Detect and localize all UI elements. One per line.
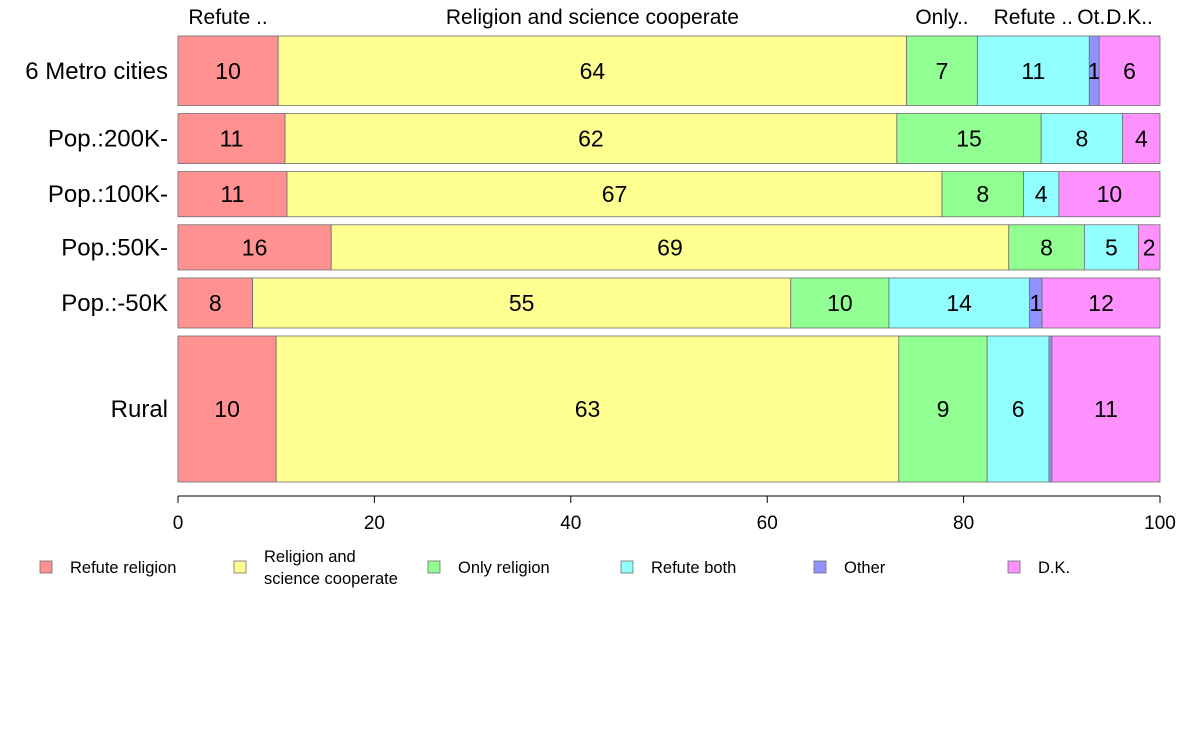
legend-label: Other — [844, 559, 886, 577]
legend-swatch — [1007, 560, 1021, 574]
bar-segment — [275, 335, 900, 483]
bar-segment — [286, 171, 943, 218]
bar-segment — [941, 171, 1024, 218]
bar-segment — [177, 224, 332, 271]
bar-segment — [986, 335, 1050, 483]
category-label: Pop.:-50K — [61, 290, 168, 317]
data-label: 12 — [1088, 290, 1114, 316]
bar-segment — [1058, 171, 1161, 218]
x-axis: 0 20 40 60 80 100 — [173, 495, 1176, 534]
data-label: 8 — [1076, 126, 1089, 152]
bar-segment — [252, 277, 792, 329]
data-label: 11 — [221, 181, 245, 207]
data-label: 10 — [1097, 181, 1123, 207]
legend-swatch — [427, 560, 441, 574]
series-top-label: Refute .. — [994, 6, 1073, 29]
category-label: 6 Metro cities — [25, 58, 168, 85]
bar-segment — [1083, 224, 1139, 271]
bar-segment — [177, 277, 254, 329]
top-series-labels: Refute .. Religion and science cooperate O… — [188, 6, 1153, 29]
legend-label: Only religion — [458, 559, 550, 577]
data-label: 2 — [1143, 234, 1156, 260]
series-top-label: Only.. — [915, 6, 968, 29]
bar-segment — [976, 35, 1090, 106]
series-top-label: Religion and science cooperate — [446, 6, 739, 29]
bar-segment — [898, 335, 988, 483]
x-tick-label: 20 — [364, 513, 385, 534]
data-label: 8 — [1040, 234, 1053, 260]
bar-segment — [1122, 113, 1161, 164]
data-label: 9 — [937, 396, 950, 422]
bar-segment — [177, 335, 277, 483]
x-tick-label: 100 — [1144, 513, 1176, 534]
data-label: 10 — [214, 396, 240, 422]
bar-segment — [330, 224, 1010, 271]
series-top-label: Refute .. — [188, 6, 267, 29]
legend-swatch — [813, 560, 827, 574]
series-top-label: D.K.. — [1106, 6, 1153, 29]
legend-label: Refute religion — [70, 559, 176, 577]
data-label: 15 — [956, 126, 982, 152]
data-label: 10 — [827, 290, 853, 316]
data-label: 6 — [1012, 396, 1025, 422]
bar-segment — [277, 35, 908, 106]
bar-segment — [1051, 335, 1161, 483]
legend-label: D.K. — [1038, 559, 1070, 577]
data-label: 69 — [657, 234, 683, 260]
data-label: 1 — [1088, 58, 1101, 84]
data-label: 11 — [1021, 58, 1045, 84]
data-label: 8 — [976, 181, 989, 207]
data-label: 5 — [1105, 234, 1118, 260]
bar-segment — [1137, 224, 1161, 271]
x-tick-label: 60 — [757, 513, 778, 534]
legend-swatch — [620, 560, 634, 574]
bar-segment — [1048, 335, 1053, 483]
data-label: 11 — [1094, 396, 1118, 422]
category-label: Pop.:200K- — [48, 126, 168, 153]
data-label: 8 — [209, 290, 222, 316]
data-label: 4 — [1035, 181, 1048, 207]
data-label: 7 — [936, 58, 949, 84]
category-label: Pop.:100K- — [48, 181, 168, 208]
bar-segment — [1098, 35, 1161, 106]
bar-segment — [1008, 224, 1085, 271]
x-tick-label: 40 — [560, 513, 581, 534]
data-label: 63 — [575, 396, 601, 422]
bar-segment — [177, 113, 286, 164]
series-top-label: Ot.. — [1077, 6, 1111, 29]
legend: Refute religion Religion and science coope… — [39, 548, 1070, 588]
category-label: Rural — [111, 396, 168, 423]
data-label: 10 — [215, 58, 241, 84]
data-label: 16 — [242, 234, 268, 260]
x-tick-label: 0 — [173, 513, 184, 534]
x-tick-label: 80 — [953, 513, 974, 534]
legend-label: science cooperate — [264, 570, 398, 588]
data-label: 6 — [1123, 58, 1136, 84]
category-labels: 6 Metro cities Pop.:200K- Pop.:100K- Pop.:5… — [25, 58, 168, 423]
category-label: Pop.:50K- — [61, 234, 168, 261]
legend-label: Refute both — [651, 559, 736, 577]
data-label: 14 — [946, 290, 972, 316]
bar-segment — [284, 113, 898, 164]
bar-segment — [1040, 113, 1124, 164]
bar-segment — [888, 277, 1030, 329]
data-label: 4 — [1135, 126, 1148, 152]
data-label: 67 — [602, 181, 628, 207]
data-label: 1 — [1029, 290, 1042, 316]
legend-swatch — [39, 560, 53, 574]
data-label: 64 — [580, 58, 606, 84]
legend-swatch — [233, 560, 247, 574]
bar-segment — [1041, 277, 1161, 329]
legend-label: Religion and — [264, 548, 356, 566]
data-label: 11 — [220, 126, 244, 152]
bar-segment — [790, 277, 890, 329]
data-label: 62 — [578, 126, 604, 152]
data-label: 55 — [509, 290, 535, 316]
bar-segment — [896, 113, 1042, 164]
bar-segment — [177, 171, 288, 218]
